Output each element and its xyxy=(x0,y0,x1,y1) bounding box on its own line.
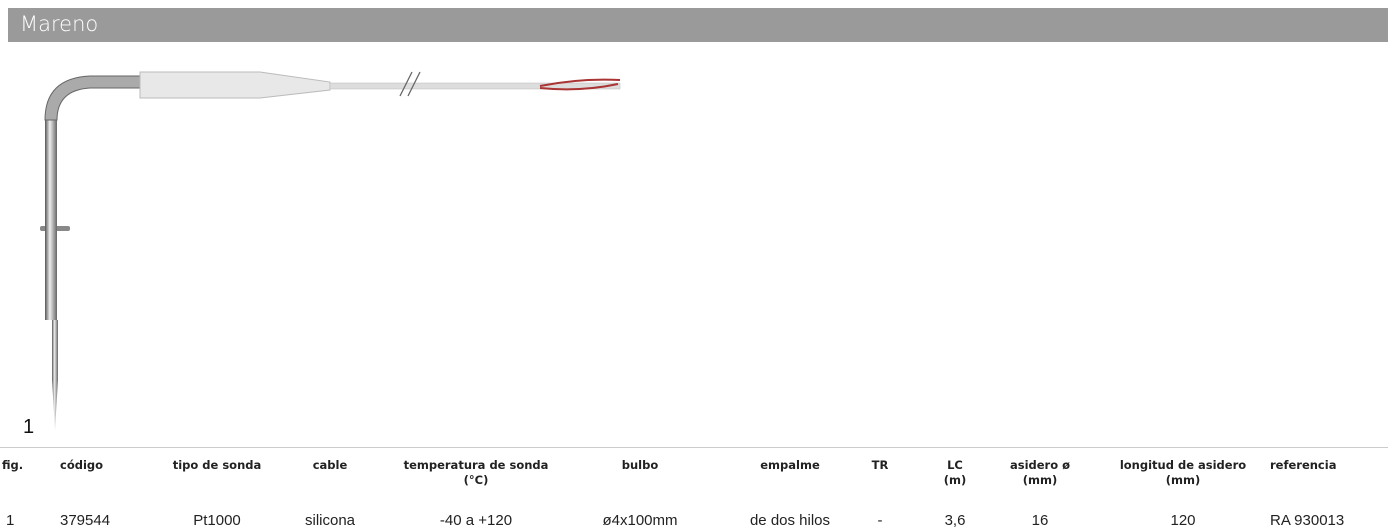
column-header: fig. xyxy=(2,458,24,472)
column-header: referencia xyxy=(1270,458,1337,472)
table-cell: 3,6 xyxy=(944,512,966,529)
column-header: TR xyxy=(871,458,889,472)
table-cell: de dos hilos xyxy=(749,512,831,529)
column-header: cable xyxy=(312,458,348,472)
table-cell: ø4x100mm xyxy=(602,512,678,529)
column-header: tipo de sonda xyxy=(172,458,262,472)
header-title: Mareno xyxy=(20,12,99,36)
rule xyxy=(0,447,1388,448)
column-header: temperatura de sonda (°C) xyxy=(403,458,549,487)
column-header: longitud de asidero (mm) xyxy=(1119,458,1247,487)
table-cell: -40 a +120 xyxy=(439,512,513,529)
probe-image xyxy=(40,71,621,430)
column-header: bulbo xyxy=(621,458,659,472)
column-header: código xyxy=(60,458,104,472)
column-header: asidero ø (mm) xyxy=(1009,458,1071,487)
header-bar: Mareno xyxy=(8,8,1388,42)
table-cell: 120 xyxy=(1170,512,1196,529)
column-header: empalme xyxy=(760,458,820,472)
table-cell: Pt1000 xyxy=(193,512,241,529)
table-cell: - xyxy=(877,512,883,529)
figure-label: 1 xyxy=(23,416,35,438)
table-cell: silicona xyxy=(304,512,356,529)
table-cell: 16 xyxy=(1031,512,1049,529)
table-cell: 1 xyxy=(6,512,15,529)
table-cell: 379544 xyxy=(60,512,111,529)
table-cell: RA 930013 xyxy=(1270,512,1345,529)
column-header: LC (m) xyxy=(943,458,967,487)
